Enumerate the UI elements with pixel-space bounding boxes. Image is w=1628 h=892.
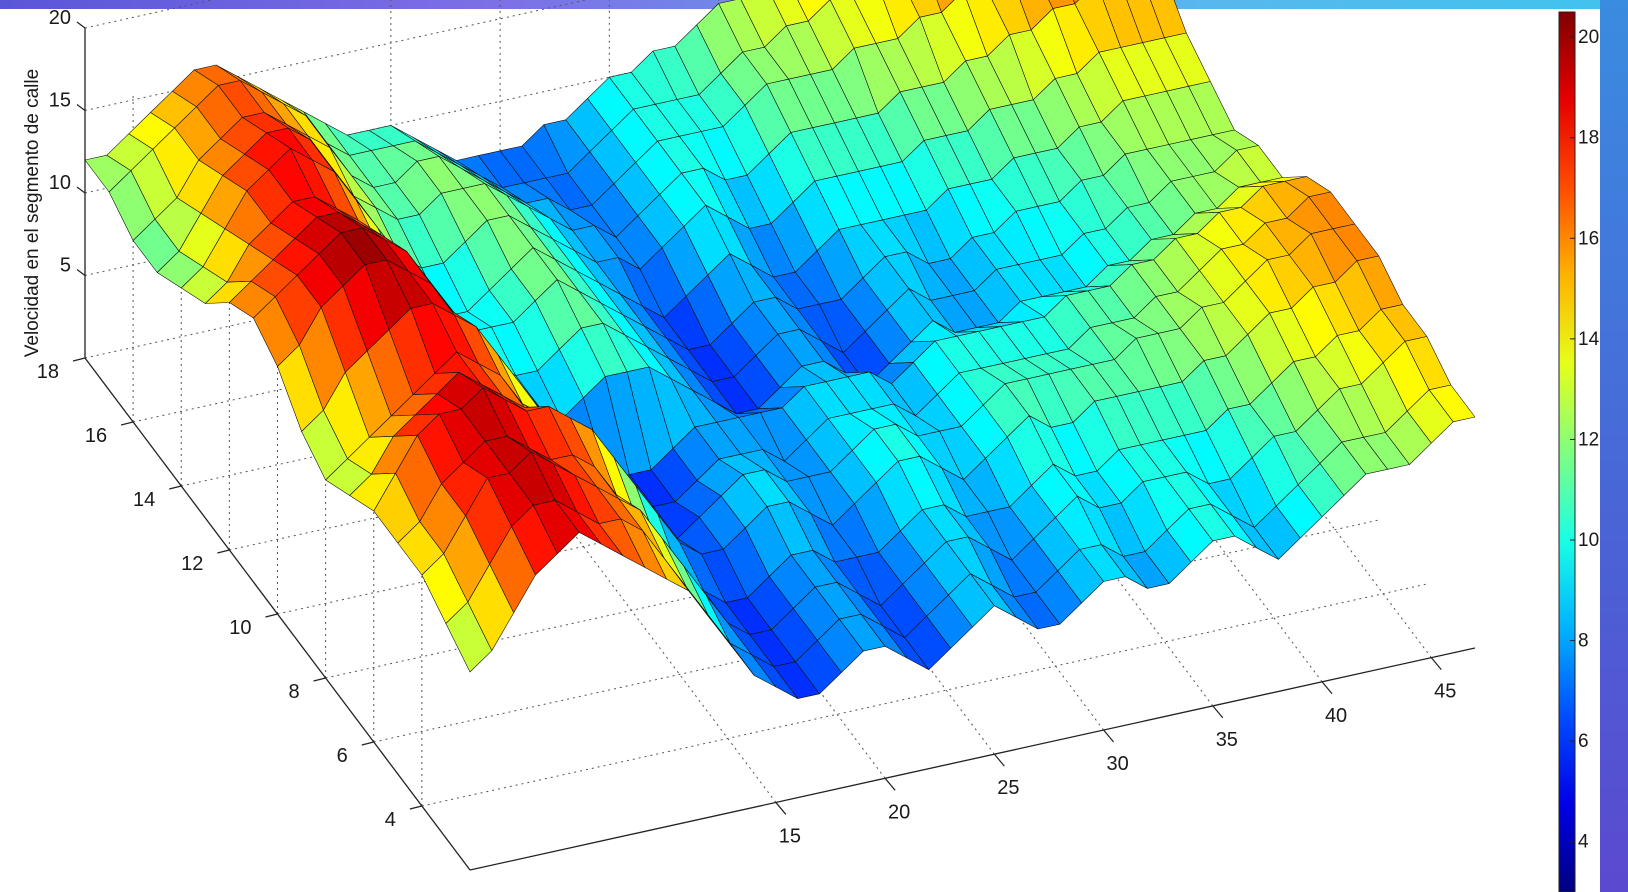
- y-tick-label: 12: [181, 553, 203, 575]
- z-tick-label: 5: [60, 255, 71, 277]
- x-tick-mark: [884, 777, 896, 791]
- x-tick-label: 30: [1106, 753, 1128, 775]
- x-tick-mark: [1430, 657, 1442, 671]
- z-tick-mark: [76, 21, 86, 29]
- surface-patch: [936, 0, 955, 13]
- colorbar-gradient: [1558, 11, 1576, 892]
- y-tick-mark: [217, 549, 230, 554]
- y-tick-mark: [313, 677, 326, 682]
- colorbar-tick-label: 18: [1578, 128, 1599, 149]
- x-tick-mark: [1321, 681, 1333, 695]
- colorbar: 4 6 8 10 12 14 16 18 20: [1558, 11, 1600, 892]
- y-tick-mark: [409, 805, 423, 810]
- colorbar-tick-label: 8: [1578, 631, 1589, 652]
- colorbar-tick-label: 10: [1578, 530, 1599, 551]
- x-tick-mark: [775, 802, 787, 815]
- surface-mesh: [84, 0, 1476, 699]
- z-axis-label: Velocidad en el segmento de calle: [22, 69, 43, 357]
- z-tick-label: 10: [49, 172, 71, 194]
- x-tick-mark: [1103, 729, 1115, 743]
- surface-patch: [445, 601, 493, 673]
- colorbar-tick-label: 16: [1578, 228, 1599, 249]
- x-tick-mark: [993, 753, 1005, 767]
- y-tick-label: 16: [85, 425, 107, 447]
- z-tick-label: 20: [49, 7, 71, 29]
- colorbar-tick-label: 12: [1578, 429, 1599, 450]
- y-tick-mark: [72, 357, 86, 362]
- colorbar-tick-label: 4: [1578, 832, 1589, 853]
- colorbar-tick-label: 14: [1578, 329, 1600, 350]
- tick-labels: 15 20 25 30 35 40 45 4 6 8 10 12 14 16 18 5 10 15 20: [37, 7, 1457, 847]
- x-tick-label: 15: [779, 825, 801, 847]
- z-tick-mark: [76, 269, 86, 276]
- x-tick-label: 25: [997, 777, 1019, 799]
- x-tick-label: 45: [1434, 681, 1456, 703]
- z-tick-mark: [76, 186, 86, 194]
- x-tick-mark: [1212, 705, 1224, 719]
- z-tick-label: 15: [49, 90, 71, 112]
- x-tick-label: 40: [1325, 705, 1347, 727]
- y-tick-label: 8: [289, 681, 300, 703]
- y-tick-mark: [265, 613, 278, 618]
- x-tick-label: 35: [1216, 729, 1238, 751]
- y-tick-label: 10: [229, 617, 251, 639]
- y-tick-label: 4: [385, 809, 396, 831]
- y-tick-mark: [169, 485, 182, 490]
- y-tick-mark: [120, 421, 134, 426]
- y-tick-label: 18: [37, 361, 59, 383]
- y-tick-label: 14: [133, 489, 155, 511]
- y-tick-mark: [361, 741, 374, 746]
- right-edge-strip: [1600, 0, 1628, 892]
- x-tick-label: 20: [888, 801, 910, 823]
- colorbar-tick-label: 20: [1578, 27, 1599, 48]
- colorbar-tick-label: 6: [1578, 731, 1589, 752]
- z-tick-mark: [76, 104, 86, 111]
- x-axis-line: [469, 647, 1476, 871]
- y-tick-label: 6: [337, 745, 348, 767]
